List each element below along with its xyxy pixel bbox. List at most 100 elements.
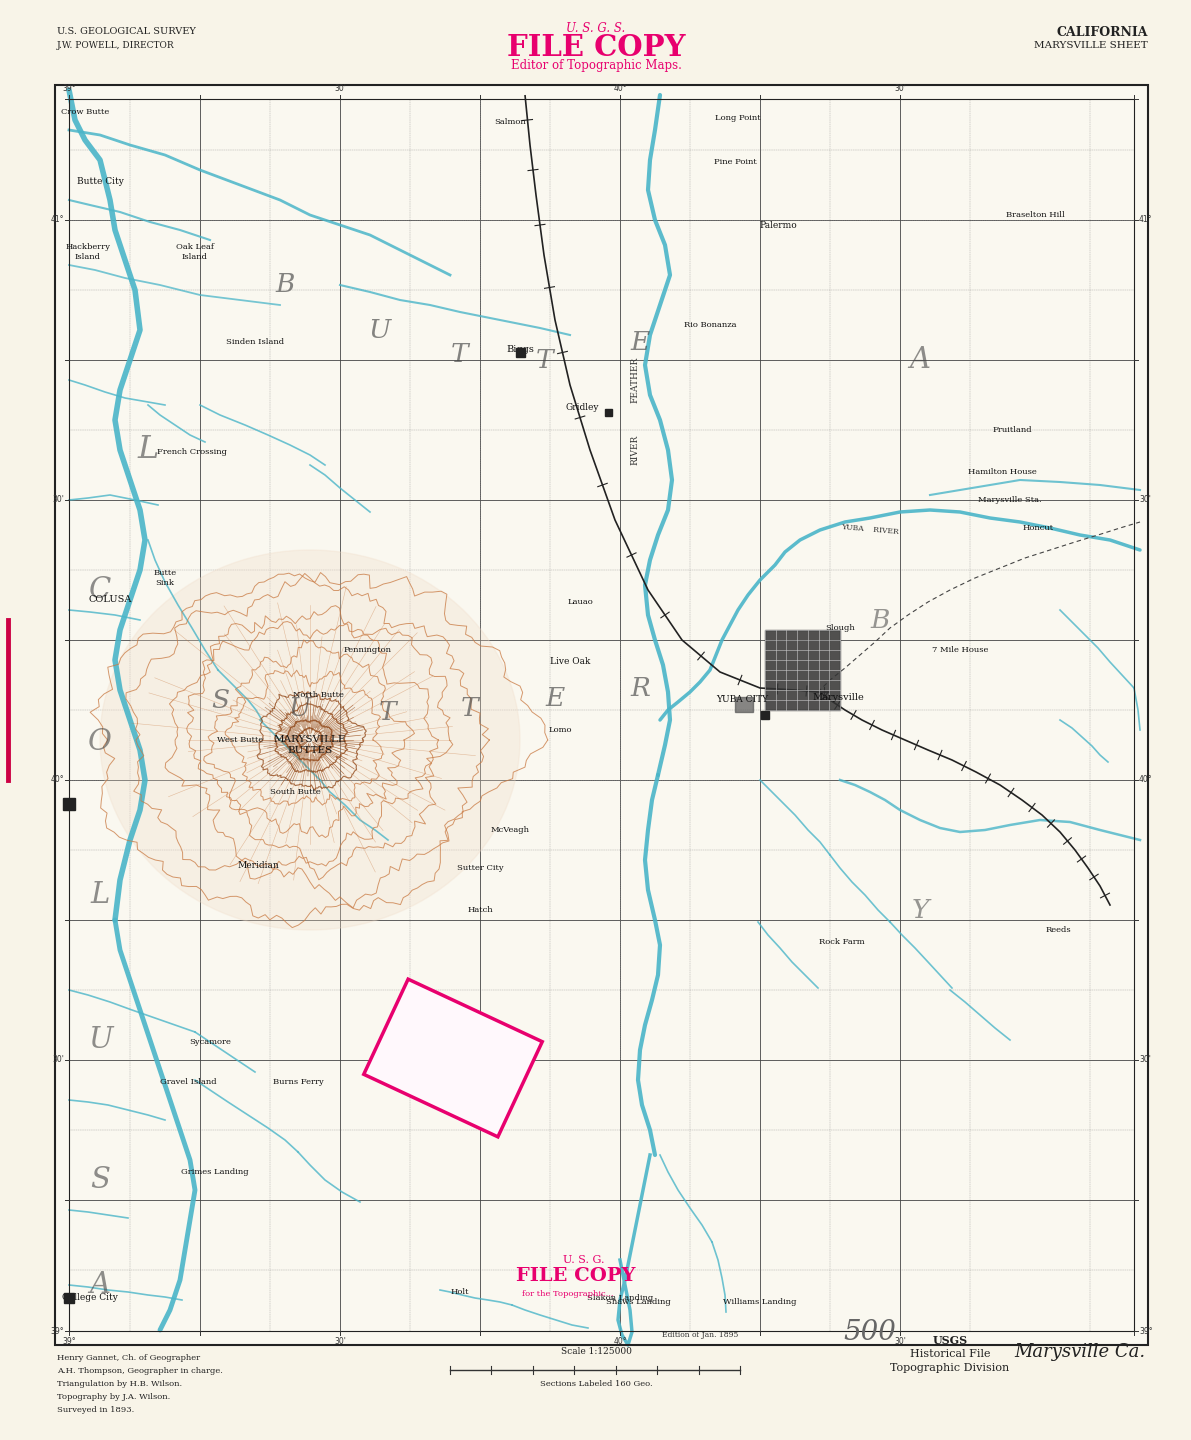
Text: B: B — [275, 272, 294, 298]
Text: 30': 30' — [1139, 495, 1151, 504]
Text: RIVER: RIVER — [630, 435, 640, 465]
Bar — [765, 631, 840, 710]
Text: U. S. G. S.: U. S. G. S. — [567, 22, 625, 35]
Text: North Butte: North Butte — [293, 691, 343, 698]
Text: Scale 1:125000: Scale 1:125000 — [561, 1348, 631, 1356]
Text: Burns Ferry: Burns Ferry — [273, 1079, 324, 1086]
Bar — [63, 798, 75, 809]
Text: T: T — [451, 343, 469, 367]
Text: Shaws Landing: Shaws Landing — [606, 1297, 671, 1306]
Bar — [55, 85, 1148, 1345]
Text: Gravel Island: Gravel Island — [160, 1079, 217, 1086]
Text: 30': 30' — [333, 84, 345, 94]
Text: L: L — [137, 435, 158, 465]
Text: Salmon: Salmon — [494, 118, 526, 125]
Bar — [69, 99, 1134, 1331]
Text: Y: Y — [911, 897, 929, 923]
Text: Hamilton House: Hamilton House — [967, 468, 1036, 477]
Text: College City: College City — [62, 1293, 118, 1303]
Text: Topographic Division: Topographic Division — [891, 1364, 1010, 1372]
Text: 39°: 39° — [62, 1336, 76, 1346]
Text: Grimes Landing: Grimes Landing — [181, 1168, 249, 1176]
Text: 41°: 41° — [1139, 216, 1153, 225]
Text: Sinden Island: Sinden Island — [226, 338, 285, 346]
Text: Butte City: Butte City — [76, 177, 124, 187]
Text: Hatch: Hatch — [467, 906, 493, 914]
Text: Edition of Jan. 1895: Edition of Jan. 1895 — [662, 1331, 738, 1339]
Text: E: E — [630, 330, 649, 354]
Ellipse shape — [100, 550, 520, 930]
Text: Fruitland: Fruitland — [992, 426, 1031, 433]
Text: FILE COPY: FILE COPY — [506, 33, 685, 62]
Text: 40°: 40° — [613, 1336, 626, 1346]
Bar — [64, 1293, 74, 1303]
Text: Sections Labeled 160 Geo.: Sections Labeled 160 Geo. — [540, 1380, 653, 1388]
Text: Henry Gannet, Ch. of Geographer: Henry Gannet, Ch. of Geographer — [57, 1354, 200, 1362]
Text: Honcut: Honcut — [1022, 524, 1054, 531]
Text: T: T — [461, 696, 479, 720]
Text: Pine Point: Pine Point — [713, 158, 756, 166]
Text: Historical File: Historical File — [910, 1349, 990, 1359]
Text: USGS: USGS — [933, 1335, 967, 1345]
Text: A: A — [910, 346, 930, 374]
Text: Reeds: Reeds — [1046, 926, 1071, 935]
Text: A: A — [89, 1272, 111, 1299]
Text: Crow Butte: Crow Butte — [61, 108, 110, 117]
Text: 41°: 41° — [50, 216, 64, 225]
Text: YUBA CITY: YUBA CITY — [716, 696, 768, 704]
Text: 30': 30' — [1139, 1056, 1151, 1064]
Text: U.S. GEOLOGICAL SURVEY: U.S. GEOLOGICAL SURVEY — [57, 27, 195, 36]
Text: C: C — [89, 576, 111, 603]
Text: S: S — [211, 687, 229, 713]
Text: B: B — [871, 608, 890, 632]
Text: E: E — [545, 685, 565, 710]
Text: Sycamore: Sycamore — [189, 1038, 231, 1045]
Text: YUBA    RIVER: YUBA RIVER — [841, 524, 899, 537]
Text: MARYSVILLE
BUTTES: MARYSVILLE BUTTES — [274, 736, 347, 755]
Text: Editor of Topographic Maps.: Editor of Topographic Maps. — [511, 59, 681, 72]
Text: 39°: 39° — [1139, 1326, 1153, 1335]
Polygon shape — [363, 979, 542, 1136]
Text: 40°: 40° — [50, 776, 64, 785]
Bar — [605, 409, 611, 416]
Text: Holt: Holt — [450, 1287, 469, 1296]
Text: U: U — [88, 1025, 112, 1054]
Text: MARYSVILLE SHEET: MARYSVILLE SHEET — [1034, 40, 1148, 49]
Text: Palermo: Palermo — [759, 220, 797, 229]
Text: Marysville: Marysville — [812, 694, 863, 703]
Text: U: U — [289, 696, 311, 720]
Text: 39°: 39° — [50, 1326, 64, 1335]
Text: Topography by J.A. Wilson.: Topography by J.A. Wilson. — [57, 1392, 170, 1401]
Text: Slough: Slough — [825, 624, 855, 632]
Text: COLUSA: COLUSA — [88, 596, 132, 605]
Text: S: S — [91, 1166, 110, 1194]
Text: West Butte: West Butte — [217, 736, 263, 744]
Text: Lomo: Lomo — [548, 726, 572, 734]
Text: Oak Leaf
Island: Oak Leaf Island — [176, 243, 214, 261]
Text: for the Topographic...: for the Topographic... — [522, 1290, 613, 1299]
Text: Lauao: Lauao — [567, 598, 593, 606]
Text: 39°: 39° — [62, 84, 76, 94]
Bar — [761, 711, 769, 719]
Text: 30': 30' — [333, 1336, 345, 1346]
Text: 500: 500 — [843, 1319, 897, 1345]
Text: Sutter City: Sutter City — [456, 864, 504, 873]
Text: Surveyed in 1893.: Surveyed in 1893. — [57, 1405, 135, 1414]
Text: Williams Landing: Williams Landing — [723, 1297, 797, 1306]
Text: 40°: 40° — [1139, 776, 1153, 785]
Text: Butte
Sink: Butte Sink — [154, 569, 176, 586]
Text: Rio Bonanza: Rio Bonanza — [684, 321, 736, 328]
Text: T: T — [379, 700, 397, 724]
Text: Meridian: Meridian — [237, 861, 279, 870]
Text: 30': 30' — [894, 1336, 906, 1346]
Text: Braselton Hill: Braselton Hill — [1005, 212, 1065, 219]
Text: McVeagh: McVeagh — [491, 827, 530, 834]
Text: Marysville Ca.: Marysville Ca. — [1015, 1344, 1146, 1361]
Text: Live Oak: Live Oak — [550, 658, 591, 667]
Text: O: O — [88, 729, 112, 756]
Text: Pennington: Pennington — [344, 647, 392, 654]
Text: 30': 30' — [894, 84, 906, 94]
Bar — [735, 697, 753, 711]
Text: FEATHER: FEATHER — [630, 357, 640, 403]
Text: 30': 30' — [52, 1056, 64, 1064]
